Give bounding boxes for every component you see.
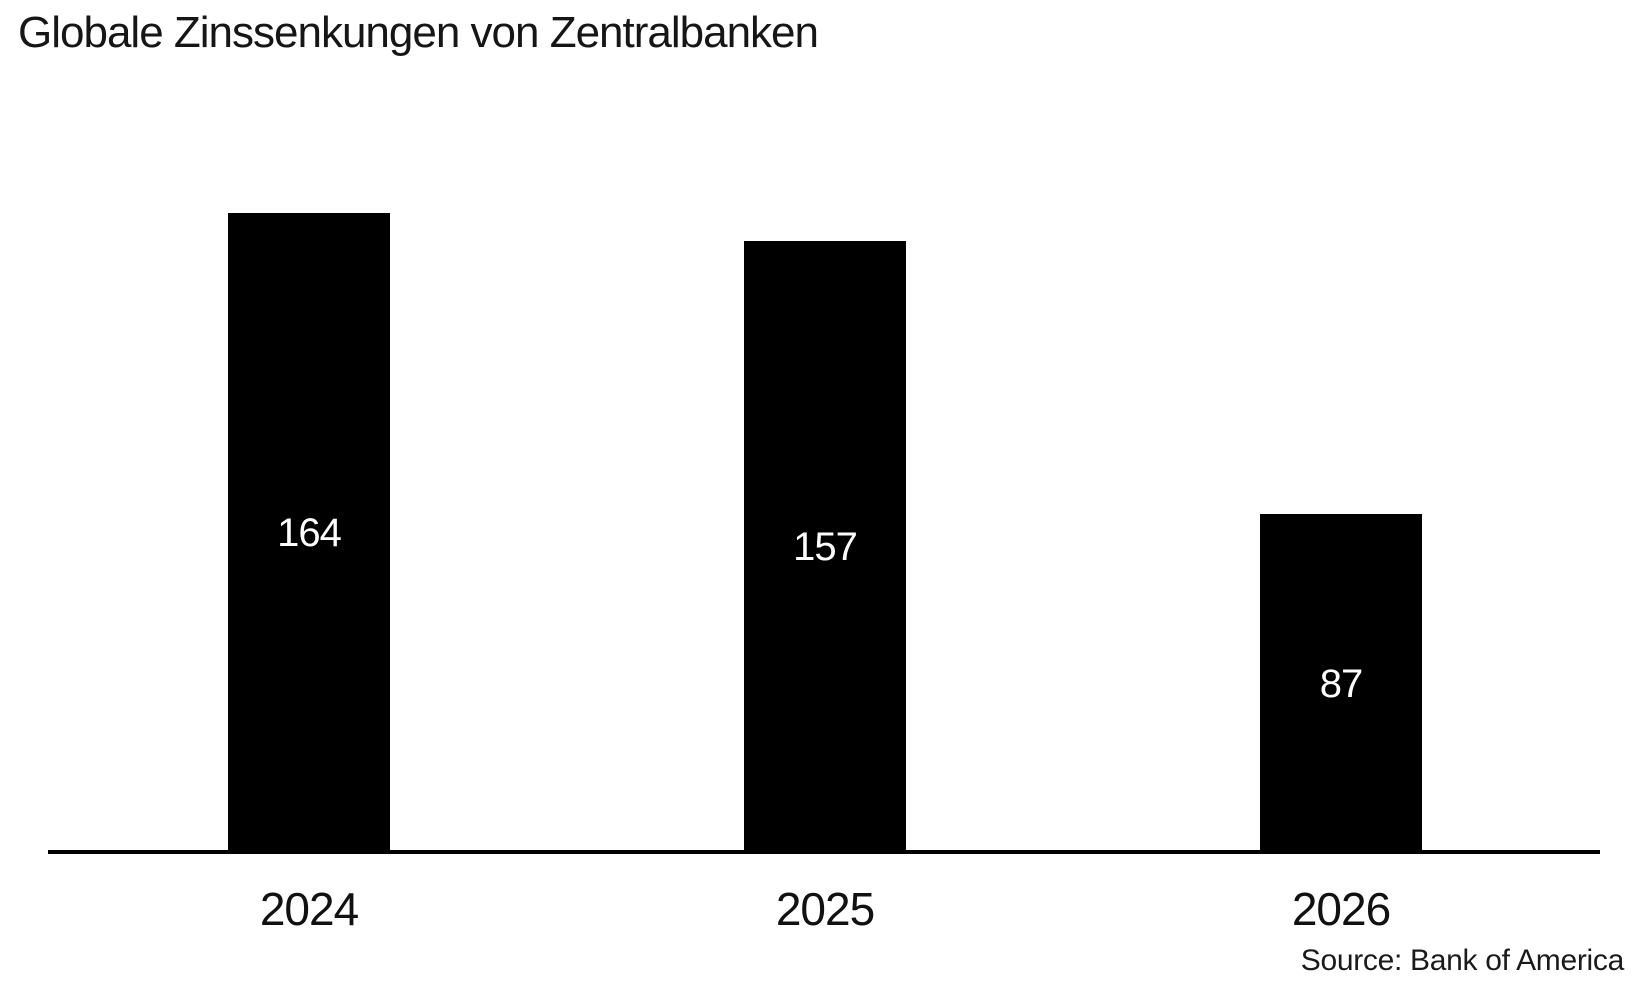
x-axis-label: 2026	[1291, 883, 1391, 935]
bar-value-label: 87	[1319, 661, 1363, 706]
x-axis-line	[48, 850, 1600, 854]
bar-value-label: 157	[793, 525, 858, 569]
bar: 164	[228, 213, 390, 853]
bar: 87	[1260, 514, 1422, 853]
x-axis-label: 2024	[259, 883, 359, 935]
chart-title: Globale Zinssenkungen von Zentralbanken	[18, 8, 819, 57]
bar: 157	[744, 241, 906, 853]
bar-value-label: 164	[277, 511, 342, 555]
source-label: Source: Bank of America	[1300, 944, 1625, 977]
x-axis-label: 2025	[775, 883, 875, 935]
